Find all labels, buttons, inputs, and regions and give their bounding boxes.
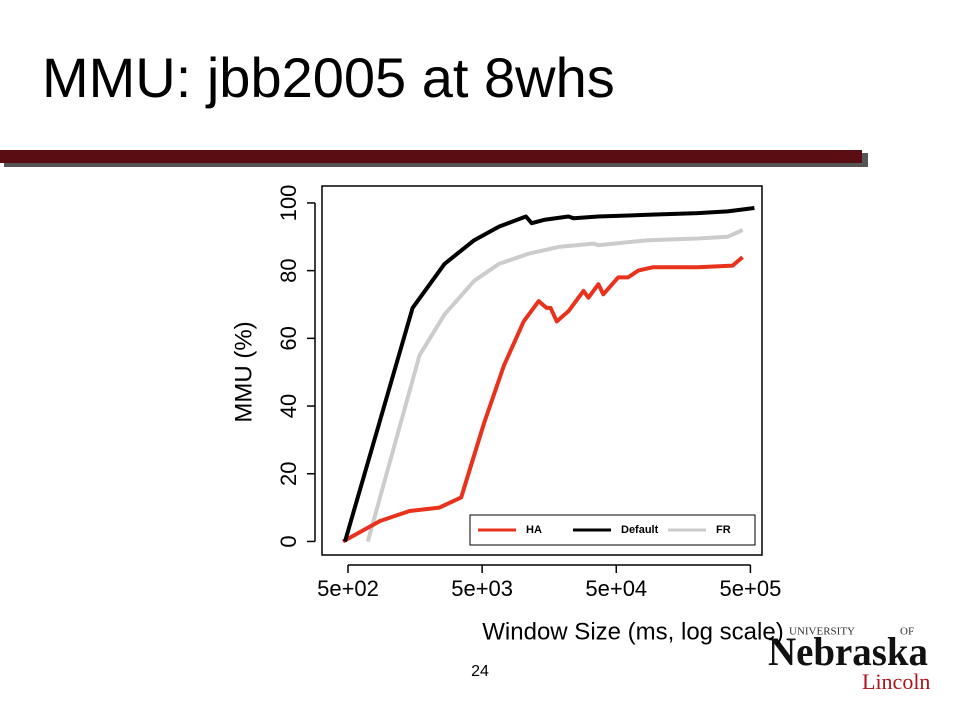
logo-campus: Lincoln	[862, 669, 930, 694]
x-tick-label: 5e+03	[451, 576, 513, 601]
x-tick-label: 5e+04	[585, 576, 647, 601]
logo-university: UNIVERSITY	[789, 626, 855, 638]
x-tick-label: 5e+05	[720, 576, 782, 601]
logo-of: OF	[900, 626, 914, 638]
legend-label: Default	[621, 524, 659, 536]
y-tick-label: 60	[276, 326, 301, 350]
title-bar	[0, 150, 862, 163]
series-line	[365, 228, 744, 543]
page-number: 24	[471, 663, 489, 680]
x-tick-label: 5e+02	[317, 576, 379, 601]
y-axis-label: MMU (%)	[230, 321, 257, 422]
y-tick-label: 40	[276, 394, 301, 418]
legend-label: FR	[716, 524, 731, 536]
x-axis-label: Window Size (ms, log scale)	[482, 618, 783, 645]
chart: Window Size (ms, log scale) MMU (%) 0 20 4…	[230, 185, 783, 646]
y-tick-label: 100	[276, 185, 301, 222]
series-line	[342, 255, 744, 544]
logo-name: Nebraska	[768, 629, 928, 674]
plot-box	[321, 185, 763, 556]
y-tick-label: 80	[276, 258, 301, 282]
series-line	[343, 206, 755, 543]
y-tick-label: 20	[276, 462, 301, 486]
y-tick-label: 0	[276, 535, 301, 547]
logo: UNIVERSITY OF Nebraska Lincoln	[768, 626, 930, 695]
legend-box	[469, 514, 756, 546]
slide-title: MMU: jbb2005 at 8whs	[42, 46, 615, 109]
legend-label: HA	[526, 524, 542, 536]
